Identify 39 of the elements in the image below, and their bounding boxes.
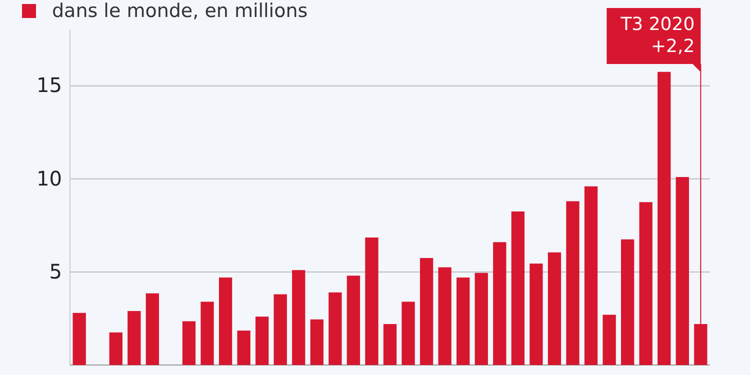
bar	[310, 319, 324, 365]
bar	[346, 276, 360, 365]
bar	[566, 201, 580, 365]
bar	[237, 330, 250, 365]
bar	[694, 324, 708, 365]
bar	[639, 202, 652, 365]
y-tick-label: 10	[36, 166, 62, 190]
bar	[676, 177, 689, 365]
bar	[292, 270, 306, 365]
bar	[328, 292, 342, 365]
bar	[146, 293, 159, 365]
callout: T3 2020 +2,2	[606, 8, 702, 325]
bar	[420, 258, 434, 365]
bar	[383, 324, 397, 365]
y-tick-label: 15	[36, 73, 62, 98]
legend-label: dans le monde, en millions	[52, 0, 308, 22]
bar	[255, 316, 269, 365]
bar	[274, 294, 287, 365]
annotation: T3 2020 +2,2	[620, 14, 695, 57]
bar	[493, 242, 506, 365]
bar	[602, 314, 616, 365]
bar	[658, 72, 671, 365]
y-tick-label: 5	[49, 259, 62, 284]
bar	[365, 238, 378, 365]
bar	[438, 267, 452, 365]
bar	[402, 302, 415, 365]
bar	[584, 186, 598, 365]
bar	[530, 264, 543, 365]
bar	[474, 272, 488, 365]
bar	[182, 321, 196, 365]
bar	[548, 252, 562, 365]
bar	[128, 311, 141, 365]
bar	[200, 302, 214, 365]
bar	[218, 278, 232, 365]
bar	[109, 332, 122, 365]
bar	[511, 211, 525, 365]
bar	[621, 239, 634, 365]
bar	[456, 278, 470, 365]
bar	[72, 312, 86, 365]
